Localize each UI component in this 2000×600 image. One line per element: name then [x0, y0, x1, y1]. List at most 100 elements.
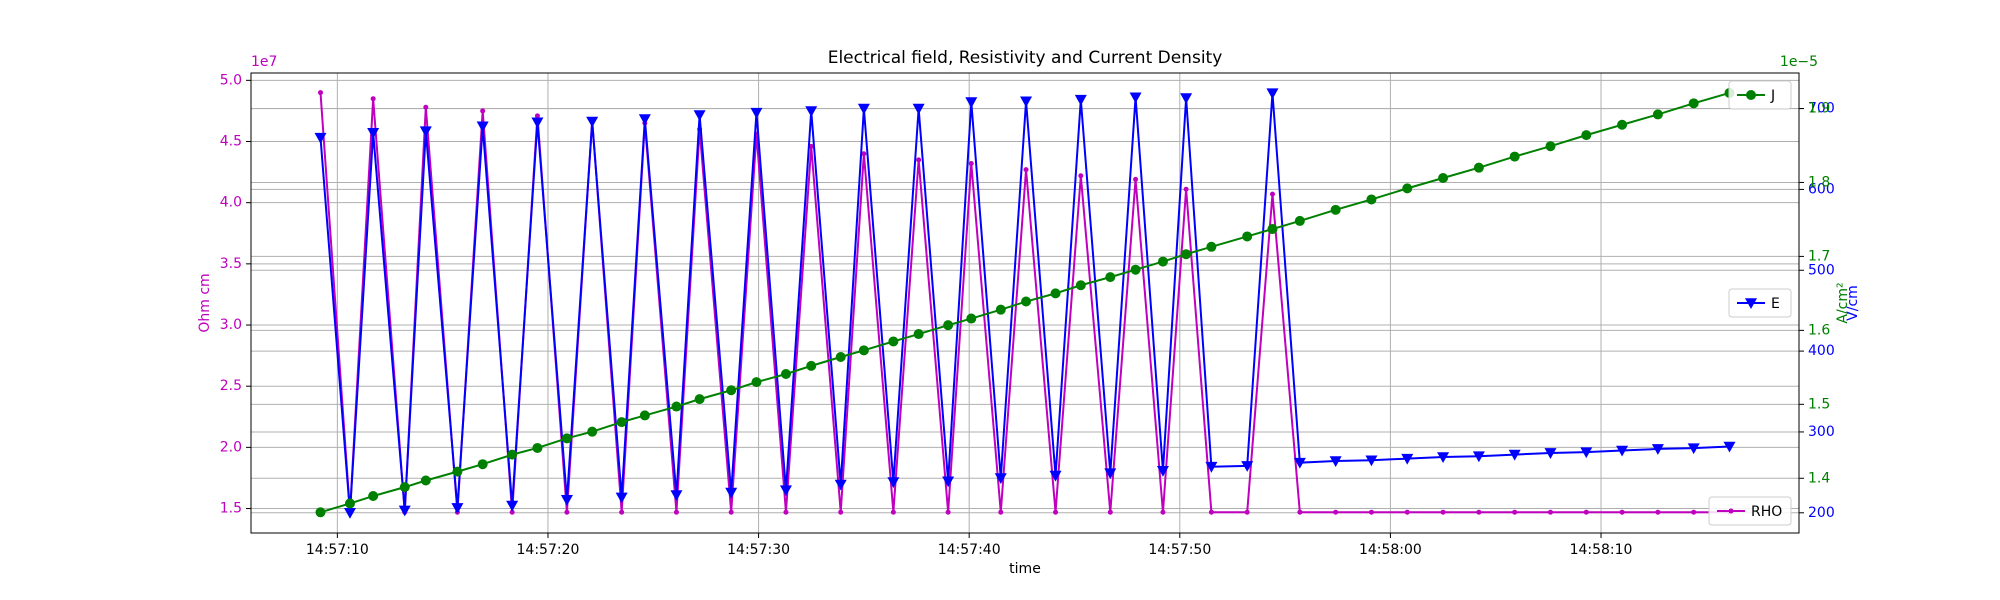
marker: [509, 509, 515, 515]
marker: [750, 107, 763, 119]
marker: [671, 401, 682, 412]
plot-frame: [250, 72, 1800, 534]
marker: [1401, 453, 1414, 465]
chart-title: Electrical field, Resistivity and Curren…: [828, 48, 1223, 68]
marker: [534, 113, 540, 119]
marker: [615, 492, 628, 504]
marker: [1129, 92, 1142, 104]
marker: [1107, 509, 1113, 515]
y-tick-label: 300: [1808, 424, 1835, 440]
marker: [1023, 167, 1029, 173]
marker: [861, 151, 867, 157]
marker: [639, 410, 650, 421]
marker: [587, 426, 598, 437]
marker: [370, 96, 376, 102]
marker: [1133, 176, 1139, 182]
marker: [890, 509, 896, 515]
y-tick-label: 3.5: [220, 256, 242, 272]
marker: [560, 495, 573, 506]
legend: J: [1728, 80, 1792, 110]
marker: [1652, 109, 1663, 120]
marker: [728, 509, 734, 515]
marker: [1241, 461, 1254, 472]
marker: [1723, 441, 1736, 453]
marker: [1078, 173, 1084, 179]
marker: [1404, 509, 1410, 515]
marker: [451, 503, 464, 514]
marker: [670, 490, 683, 502]
marker: [1619, 509, 1625, 515]
marker: [1746, 90, 1756, 100]
marker: [1075, 280, 1086, 291]
y3-offset-label: 1e−5: [1780, 54, 1818, 70]
marker: [423, 104, 429, 110]
marker: [1329, 456, 1342, 468]
marker: [452, 466, 463, 477]
marker: [1687, 443, 1700, 455]
marker: [1181, 249, 1192, 260]
marker: [1333, 509, 1339, 515]
marker: [561, 433, 572, 444]
marker: [1365, 455, 1378, 467]
marker: [586, 116, 599, 128]
marker: [1473, 162, 1484, 173]
x-tick-label: 14:57:30: [727, 542, 790, 558]
marker: [838, 509, 844, 515]
marker: [476, 121, 489, 133]
marker: [1183, 186, 1189, 192]
legend: E: [1728, 288, 1792, 318]
marker: [1437, 452, 1450, 464]
marker: [725, 487, 738, 499]
marker: [726, 385, 737, 396]
y-tick-label: 1.8: [1808, 174, 1830, 190]
marker: [399, 482, 410, 493]
marker: [1020, 96, 1033, 108]
marker: [994, 473, 1007, 485]
marker: [888, 336, 899, 347]
marker: [1242, 231, 1253, 242]
marker: [1402, 183, 1413, 194]
marker: [314, 132, 327, 144]
marker: [1050, 288, 1061, 299]
marker: [1157, 256, 1168, 267]
marker: [1512, 509, 1518, 515]
marker: [1476, 509, 1482, 515]
y-tick-label: 200: [1808, 505, 1835, 521]
y-tick-label: 400: [1808, 343, 1835, 359]
x-tick-label: 14:57:50: [1148, 542, 1211, 558]
marker: [1508, 449, 1521, 461]
marker: [344, 498, 355, 509]
marker: [1160, 509, 1166, 515]
marker: [673, 509, 679, 515]
marker: [1156, 465, 1169, 477]
marker: [1617, 119, 1628, 130]
marker: [480, 108, 486, 114]
marker: [966, 313, 977, 324]
marker: [1294, 215, 1305, 226]
marker: [913, 329, 924, 340]
marker: [1655, 509, 1661, 515]
marker: [477, 459, 488, 470]
marker: [1583, 509, 1589, 515]
marker: [1206, 241, 1217, 252]
marker: [694, 394, 705, 405]
marker: [420, 475, 431, 486]
legend-box: [1708, 496, 1792, 526]
x-tick-label: 14:58:00: [1359, 542, 1422, 558]
legend-label: J: [1770, 88, 1775, 104]
marker: [507, 449, 518, 460]
marker: [1366, 194, 1377, 205]
x-tick-label: 14:57:40: [938, 542, 1001, 558]
y-tick-label: 1.6: [1808, 322, 1830, 338]
marker: [1440, 509, 1446, 515]
marker: [943, 320, 954, 331]
marker: [1616, 445, 1629, 457]
marker: [806, 360, 817, 371]
x-tick-label: 14:57:10: [306, 542, 369, 558]
marker: [945, 509, 951, 515]
marker: [887, 477, 900, 489]
marker: [1074, 94, 1087, 106]
y-tick-label: 500: [1808, 262, 1835, 278]
marker: [1509, 151, 1520, 162]
